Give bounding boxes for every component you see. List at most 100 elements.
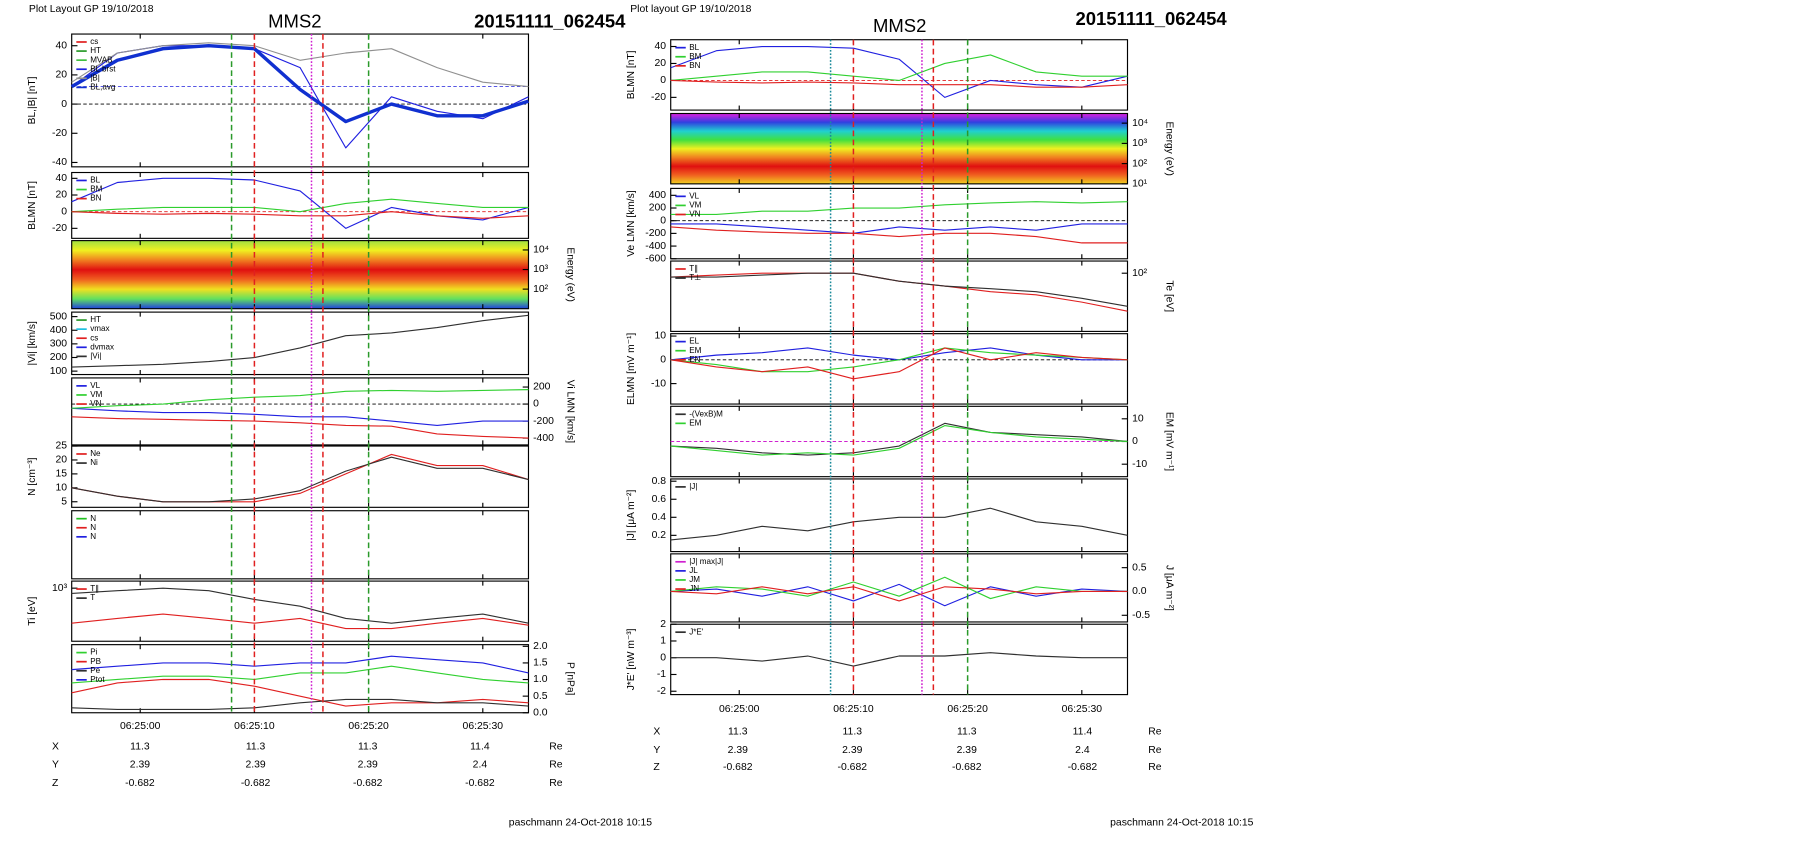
legend-label: JM	[689, 575, 700, 584]
ephemeris-unit: Re	[1148, 745, 1162, 756]
y-tick-label: 0.8	[652, 476, 667, 487]
legend-label: N	[90, 532, 96, 541]
y-tick-label: 10²	[1132, 158, 1148, 169]
y-axis-label: Te [eV]	[1163, 280, 1174, 312]
y-tick-label: 400	[649, 190, 667, 201]
ephemeris-label: Z	[653, 762, 659, 773]
y-axis-label: ELMN [mV m⁻¹]	[626, 333, 637, 405]
ephemeris-value: 11.4	[1073, 727, 1093, 738]
series-line	[670, 272, 1128, 307]
legend-label: EM	[689, 346, 701, 355]
ephemeris-unit: Re	[549, 742, 563, 753]
y-axis-label: J*E' [nW m⁻³]	[626, 628, 637, 690]
y-tick-label: 0.2	[652, 530, 667, 541]
series-line	[670, 425, 1128, 456]
y-tick-label: -600	[645, 254, 666, 265]
y-axis-label: BLMN [nT]	[626, 50, 637, 99]
ephemeris-value: -0.682	[1068, 762, 1098, 773]
legend-label: Ne	[90, 449, 101, 458]
y-axis-label: J [μA m⁻²]	[1163, 565, 1174, 611]
legend-label: VL	[689, 192, 699, 201]
y-tick-label: 20	[655, 58, 667, 69]
y-axis-label: BL,|B| [nT]	[27, 76, 38, 124]
series-line	[71, 314, 529, 368]
series-line	[71, 698, 529, 711]
ephemeris-value: 2.39	[728, 745, 749, 756]
legend-label: EL	[689, 337, 699, 346]
y-tick-label: 0	[660, 653, 666, 664]
series-line	[670, 347, 1128, 373]
legend-label: |J|	[689, 482, 697, 491]
panel-frame	[670, 260, 1129, 332]
y-tick-label: 0.0	[533, 708, 548, 719]
y-tick-label: 0	[61, 206, 67, 217]
legend-label: MVAB	[90, 55, 112, 64]
series-line	[70, 44, 530, 124]
legend-label: VN	[689, 210, 700, 219]
y-tick-label: 10	[55, 483, 67, 494]
panel-frame	[71, 580, 530, 642]
legend-label: BM	[90, 185, 102, 194]
series-line	[670, 54, 1128, 82]
legend-label: Ptot	[90, 675, 105, 684]
panel-frame	[71, 644, 530, 714]
ephemeris-value: 2.39	[245, 760, 266, 771]
y-tick-label: 40	[55, 40, 67, 51]
y-tick-label: -400	[645, 241, 666, 252]
legend-label: VN	[90, 399, 101, 408]
y-tick-label: 1.0	[533, 674, 548, 685]
legend-label: BN	[689, 61, 700, 70]
ephemeris-value: 2.39	[130, 760, 151, 771]
header: Plot layout GP 19/10/2018	[630, 4, 751, 15]
event-id: 20151111_062454	[474, 11, 626, 32]
ephemeris-unit: Re	[1148, 727, 1162, 738]
legend-label: J*E'	[689, 627, 704, 636]
y-tick-label: 500	[50, 311, 68, 322]
panel-frame	[670, 39, 1129, 111]
y-tick-label: 1.5	[533, 658, 548, 669]
y-axis-label: |J| [μA m⁻²]	[626, 490, 637, 541]
x-tick-label: 06:25:30	[463, 721, 504, 732]
legend-label: BL	[90, 176, 100, 185]
series-line	[670, 507, 1128, 541]
legend-label: vmax	[90, 324, 109, 333]
y-tick-label: 10³	[52, 583, 68, 594]
y-tick-label: 20	[55, 455, 67, 466]
y-tick-label: 10³	[1132, 138, 1148, 149]
series-line	[71, 177, 529, 229]
y-tick-label: 10	[655, 331, 667, 342]
ephemeris-unit: Re	[549, 778, 563, 789]
series-line	[71, 389, 529, 409]
y-tick-label: 2.0	[533, 641, 548, 652]
legend-label: -(VexB)M	[689, 409, 723, 418]
ephemeris-value: 11.3	[130, 742, 150, 753]
event-id: 20151111_062454	[1075, 8, 1227, 29]
x-tick-label: 06:25:00	[120, 721, 161, 732]
spectrogram	[71, 240, 529, 309]
x-tick-label: 06:25:10	[234, 721, 275, 732]
series-line	[71, 587, 529, 624]
ephemeris-value: -0.682	[952, 762, 982, 773]
ephemeris-label: X	[52, 742, 59, 753]
panel-frame	[71, 510, 530, 580]
ephemeris-unit: Re	[549, 760, 563, 771]
y-tick-label: 40	[55, 173, 67, 184]
legend-label: BM	[689, 52, 701, 61]
y-tick-label: -1	[657, 669, 667, 680]
series-line	[670, 272, 1128, 312]
ephemeris-value: 2.39	[358, 760, 379, 771]
legend-label: T∥	[689, 264, 698, 273]
legend-label: T	[90, 593, 95, 602]
y-tick-label: 0.4	[652, 512, 667, 523]
panel-frame	[670, 478, 1129, 553]
y-axis-label: Ve LMN [km/s]	[626, 190, 637, 256]
legend-label: VM	[689, 201, 701, 210]
y-tick-label: 40	[655, 41, 667, 52]
y-tick-label: 0	[660, 355, 666, 366]
y-tick-label: 10²	[1132, 268, 1148, 279]
y-tick-label: 0.5	[1132, 562, 1147, 573]
series-line	[71, 655, 529, 674]
legend-label: VL	[90, 381, 100, 390]
series-line	[71, 613, 529, 630]
series-line	[71, 198, 529, 213]
